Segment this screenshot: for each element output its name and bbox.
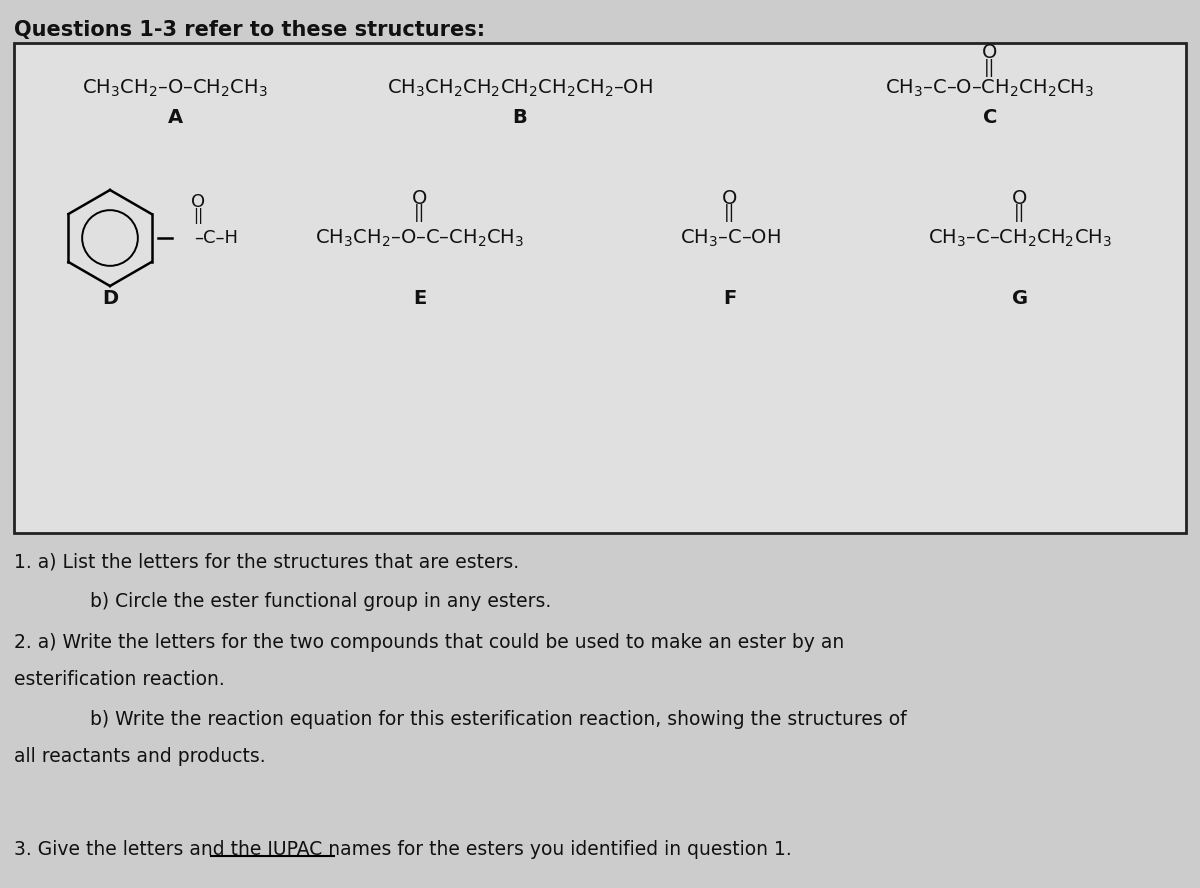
Text: b) Write the reaction equation for this esterification reaction, showing the str: b) Write the reaction equation for this … — [90, 710, 907, 729]
Text: A: A — [168, 108, 182, 128]
Text: O: O — [722, 188, 738, 208]
Text: esterification reaction.: esterification reaction. — [14, 670, 224, 689]
Text: ||: || — [984, 59, 996, 77]
Text: 2. a) Write the letters for the two compounds that could be used to make an este: 2. a) Write the letters for the two comp… — [14, 633, 845, 652]
FancyBboxPatch shape — [14, 43, 1186, 533]
Text: $\mathregular{CH_3CH_2}$–O–C–$\mathregular{CH_2CH_3}$: $\mathregular{CH_3CH_2}$–O–C–$\mathregul… — [316, 227, 524, 249]
Text: B: B — [512, 108, 527, 128]
Text: all reactants and products.: all reactants and products. — [14, 747, 265, 766]
Text: $\mathregular{CH_3}$–C–O–$\mathregular{CH_2CH_2CH_3}$: $\mathregular{CH_3}$–C–O–$\mathregular{C… — [886, 77, 1094, 99]
Text: F: F — [724, 289, 737, 307]
Text: O: O — [1013, 188, 1027, 208]
Text: O: O — [191, 193, 205, 211]
Text: G: G — [1012, 289, 1028, 307]
Text: –C–H: –C–H — [194, 229, 238, 247]
Text: b) Circle the ester functional group in any esters.: b) Circle the ester functional group in … — [90, 592, 551, 611]
Text: D: D — [102, 289, 118, 307]
Text: $\mathregular{CH_3CH_2}$–O–$\mathregular{CH_2CH_3}$: $\mathregular{CH_3CH_2}$–O–$\mathregular… — [82, 77, 268, 99]
Text: 1. a) List the letters for the structures that are esters.: 1. a) List the letters for the structure… — [14, 552, 520, 571]
Text: O: O — [413, 188, 427, 208]
Text: $\mathregular{CH_3}$–C–$\mathregular{CH_2CH_2CH_3}$: $\mathregular{CH_3}$–C–$\mathregular{CH_… — [928, 227, 1112, 249]
Text: $\mathregular{CH_3}$–C–OH: $\mathregular{CH_3}$–C–OH — [679, 227, 780, 249]
Text: O: O — [983, 44, 997, 62]
Text: ||: || — [725, 204, 736, 222]
Text: C: C — [983, 108, 997, 128]
Text: $\mathregular{CH_3CH_2CH_2CH_2CH_2CH_2}$–OH: $\mathregular{CH_3CH_2CH_2CH_2CH_2CH_2}$… — [388, 77, 653, 99]
Text: ||: || — [1014, 204, 1026, 222]
Text: Questions 1-3 refer to these structures:: Questions 1-3 refer to these structures: — [14, 20, 485, 40]
Text: 3. Give the letters and the IUPAC names for the esters you identified in questio: 3. Give the letters and the IUPAC names … — [14, 840, 792, 859]
Text: ||: || — [414, 204, 426, 222]
Text: E: E — [413, 289, 427, 307]
Text: ||: || — [193, 208, 203, 224]
